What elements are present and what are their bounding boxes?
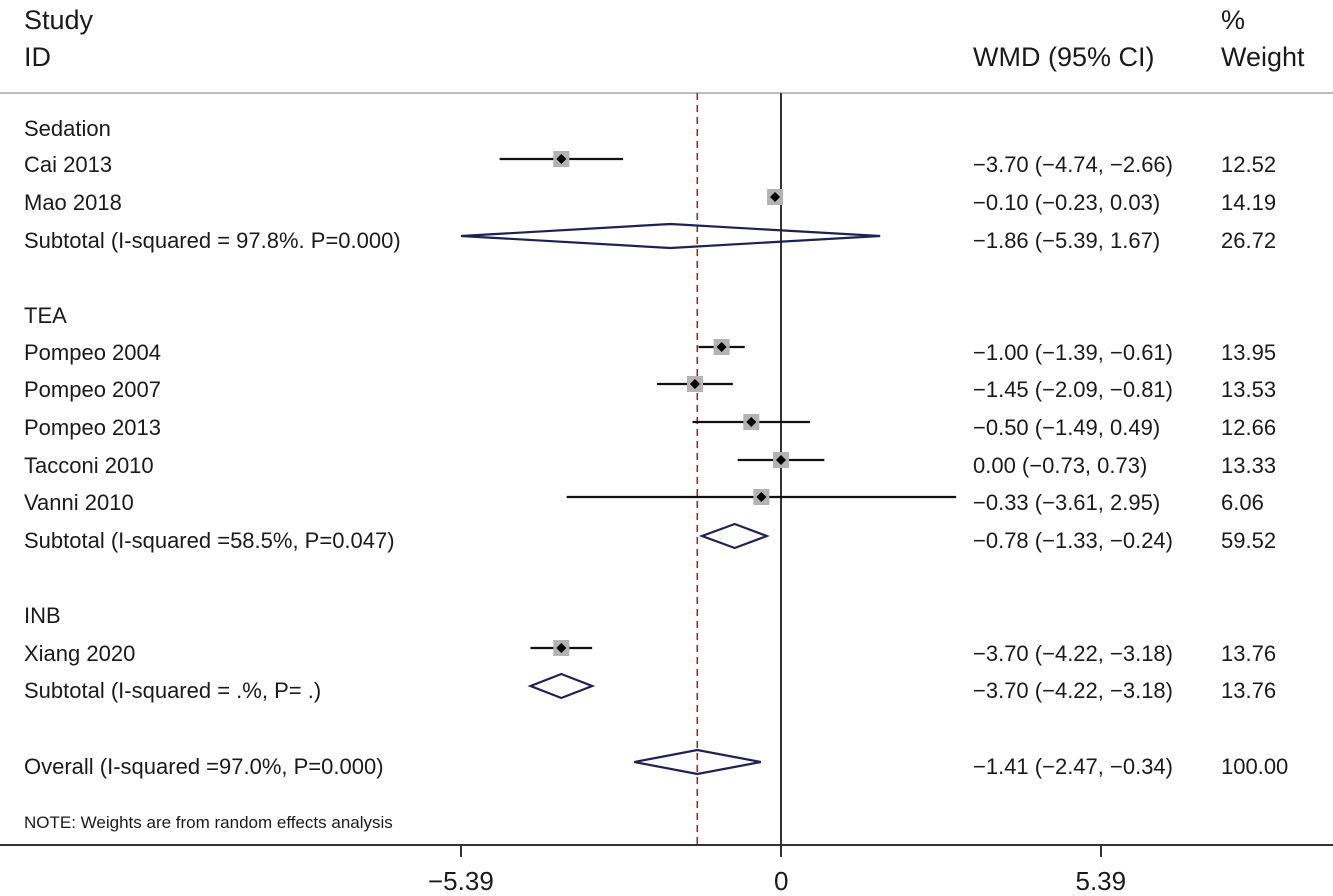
footnote: NOTE: Weights are from random effects an… <box>24 813 393 832</box>
study-label: Cai 2013 <box>24 152 113 177</box>
subtotal-diamond <box>527 672 596 700</box>
weight-value: 26.72 <box>1221 228 1277 253</box>
group-label: INB <box>24 603 61 628</box>
study-label: Vanni 2010 <box>24 490 134 515</box>
group-label: Sedation <box>24 116 111 141</box>
point-estimate <box>746 417 757 427</box>
study-label: Pompeo 2007 <box>24 377 161 402</box>
effect-ci-text: −1.00 (−1.39, −0.61) <box>973 340 1173 365</box>
point-estimate <box>689 379 700 389</box>
effect-ci-text: −1.45 (−2.09, −0.81) <box>973 377 1173 402</box>
weight-value: 13.76 <box>1221 678 1277 703</box>
weight-value: 13.95 <box>1221 340 1277 365</box>
x-tick-label: 0 <box>774 866 789 896</box>
overall-diamond <box>634 748 762 776</box>
weight-value: 14.19 <box>1221 190 1277 215</box>
weight-value: 13.33 <box>1221 453 1277 478</box>
effect-ci-text: 0.00 (−0.73, 0.73) <box>973 453 1148 478</box>
effect-ci-text: −1.41 (−2.47, −0.34) <box>973 754 1173 779</box>
weight-value: 12.66 <box>1221 415 1277 440</box>
weight-value: 59.52 <box>1221 528 1277 553</box>
header-weight-pct: % <box>1221 5 1246 35</box>
x-tick-label: −5.39 <box>428 866 494 896</box>
x-tick-label: 5.39 <box>1075 866 1127 896</box>
subtotal-diamond <box>698 522 770 550</box>
study-label: Pompeo 2013 <box>24 415 161 440</box>
subtotal-label: Subtotal (I-squared = .%, P= .) <box>24 678 322 703</box>
study-label: Xiang 2020 <box>24 641 136 666</box>
point-estimate <box>756 492 767 502</box>
point-estimate <box>776 455 786 465</box>
point-estimate <box>716 342 727 352</box>
effect-ci-text: −0.78 (−1.33, −0.24) <box>973 528 1173 553</box>
header-effect: WMD (95% CI) <box>973 42 1155 72</box>
point-estimate <box>770 192 781 202</box>
subtotal-label: Subtotal (I-squared = 97.8%. P=0.000) <box>24 228 401 253</box>
weight-value: 6.06 <box>1221 490 1264 515</box>
weight-value: 13.53 <box>1221 377 1277 402</box>
point-estimate <box>556 643 567 653</box>
weight-value: 12.52 <box>1221 152 1277 177</box>
effect-ci-text: −3.70 (−4.22, −3.18) <box>973 678 1173 703</box>
header-weight: Weight <box>1221 42 1305 72</box>
effect-ci-text: −0.10 (−0.23, 0.03) <box>973 190 1161 215</box>
subtotal-label: Subtotal (I-squared =58.5%, P=0.047) <box>24 528 395 553</box>
header-id: ID <box>24 42 51 72</box>
point-estimate <box>556 154 567 164</box>
effect-ci-text: −3.70 (−4.22, −3.18) <box>973 641 1173 666</box>
overall-label: Overall (I-squared =97.0%, P=0.000) <box>24 754 384 779</box>
study-label: Pompeo 2004 <box>24 340 161 365</box>
effect-ci-text: −0.33 (−3.61, 2.95) <box>973 490 1161 515</box>
weight-value: 100.00 <box>1221 754 1289 779</box>
group-label: TEA <box>24 303 67 328</box>
study-label: Mao 2018 <box>24 190 122 215</box>
effect-ci-text: −0.50 (−1.49, 0.49) <box>973 415 1161 440</box>
study-label: Tacconi 2010 <box>24 453 154 478</box>
weight-value: 13.76 <box>1221 641 1277 666</box>
subtotal-diamond <box>460 222 881 250</box>
effect-ci-text: −1.86 (−5.39, 1.67) <box>973 228 1161 253</box>
effect-ci-text: −3.70 (−4.74, −2.66) <box>973 152 1173 177</box>
header-study: Study <box>24 5 94 35</box>
